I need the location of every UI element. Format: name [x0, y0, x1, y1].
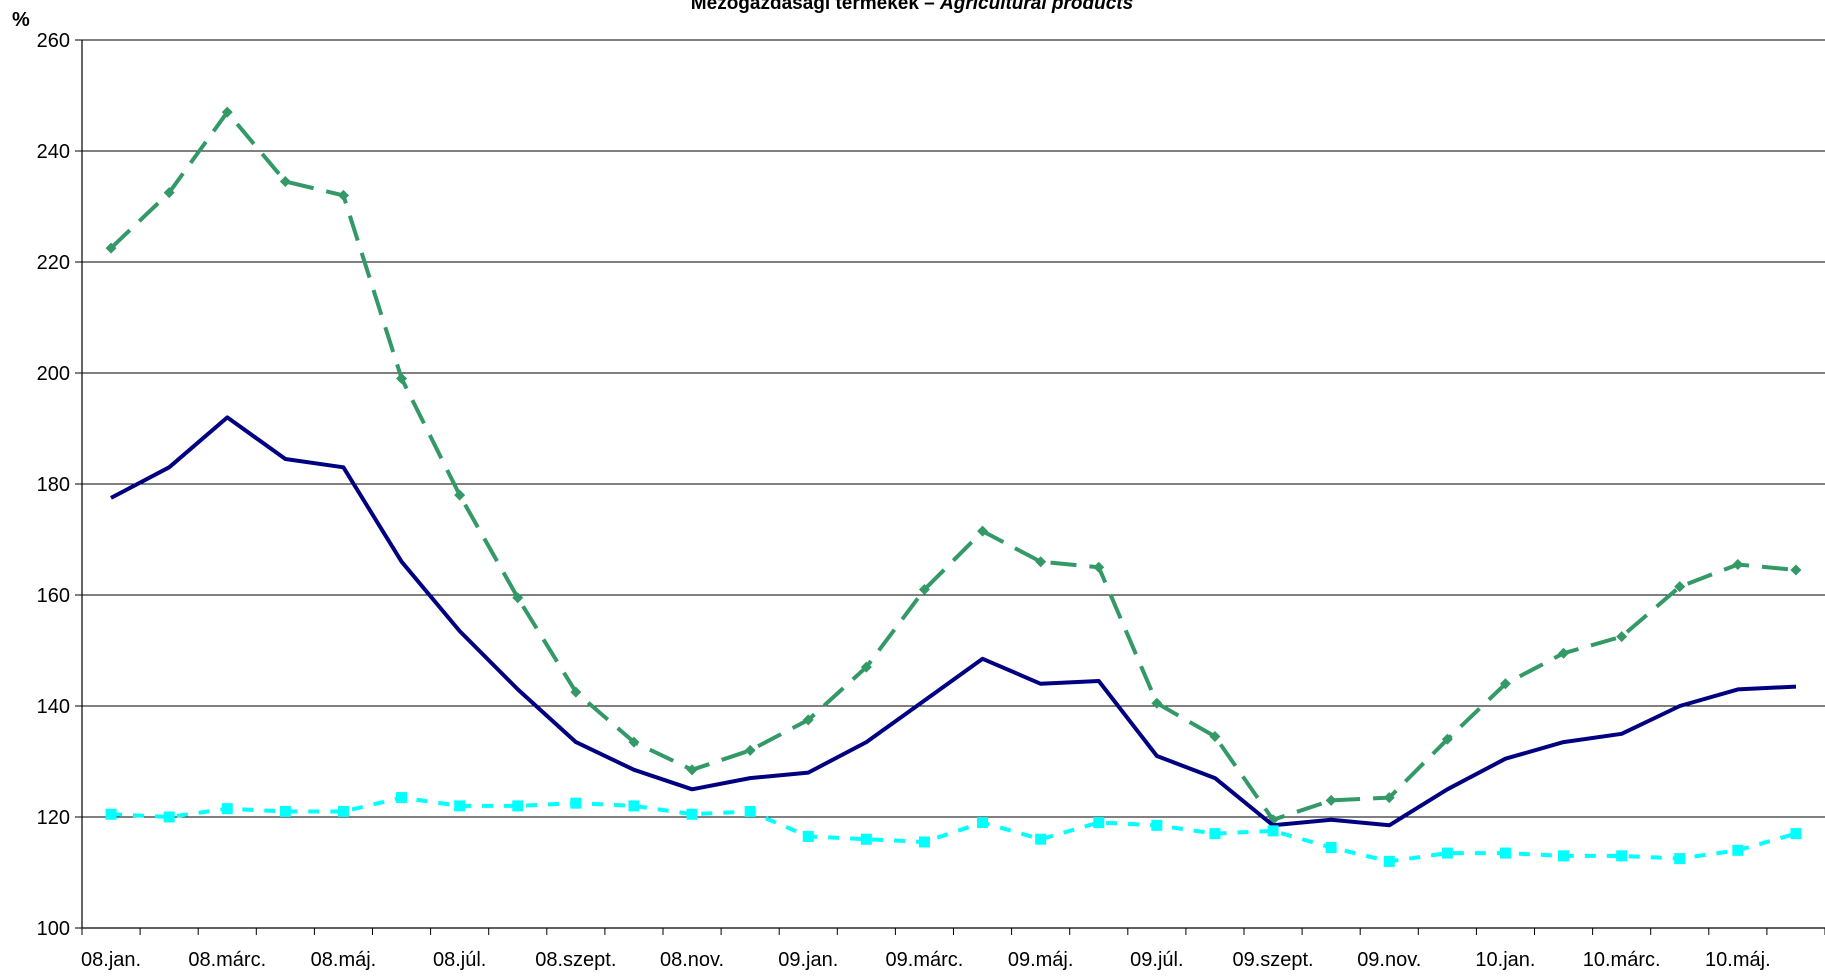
y-tick-label: 140	[37, 696, 70, 718]
y-tick-label: 160	[37, 585, 70, 607]
data-point	[1441, 847, 1453, 859]
series-group	[105, 106, 1802, 867]
data-point	[1383, 855, 1395, 867]
data-point	[977, 525, 989, 537]
y-tick-label: 200	[37, 363, 70, 385]
x-tick-label: 09.jan.	[778, 949, 838, 971]
data-point	[279, 176, 291, 188]
data-point	[396, 373, 408, 385]
y-tick-label: 260	[37, 30, 70, 52]
data-point	[1674, 581, 1686, 593]
data-point	[1732, 558, 1744, 570]
x-tick-label: 08.jan.	[81, 949, 141, 971]
data-point	[1035, 833, 1047, 845]
data-point	[744, 805, 756, 817]
x-tick-label: 08.nov.	[660, 949, 724, 971]
data-point	[1558, 850, 1570, 862]
data-point	[802, 830, 814, 842]
axes	[75, 39, 1825, 935]
data-point	[802, 714, 814, 726]
data-point	[860, 661, 872, 673]
x-tick-label: 10.máj.	[1705, 949, 1771, 971]
data-point	[1616, 850, 1628, 862]
data-point	[221, 106, 233, 118]
x-tick-label: 10.márc.	[1583, 949, 1661, 971]
series-line	[110, 415, 1797, 828]
data-point	[163, 187, 175, 199]
x-axis-tick-labels: 08.jan. 08.márc. 08.máj. 08.júl. 08.szept. 08…	[81, 949, 1771, 971]
data-point	[1558, 647, 1570, 659]
data-point	[628, 736, 640, 748]
data-point	[454, 800, 466, 812]
x-tick-label: 09.máj.	[1008, 949, 1074, 971]
series-line	[110, 795, 1797, 864]
data-point	[1499, 678, 1511, 690]
data-point	[1325, 842, 1337, 854]
data-point	[105, 808, 117, 820]
data-point	[1093, 561, 1105, 573]
series-line	[109, 110, 1797, 822]
data-point	[512, 592, 524, 604]
data-point	[744, 744, 756, 756]
data-point	[1790, 564, 1802, 576]
x-tick-label: 09.szept.	[1232, 949, 1313, 971]
data-point	[570, 686, 582, 698]
data-point	[1790, 828, 1802, 840]
data-point	[163, 811, 175, 823]
data-point	[570, 797, 582, 809]
data-point	[221, 803, 233, 815]
data-point	[686, 764, 698, 776]
data-point	[1674, 853, 1686, 865]
data-point	[337, 189, 349, 201]
data-point	[1151, 819, 1163, 831]
data-point	[918, 583, 930, 595]
y-tick-label: 100	[37, 918, 70, 940]
x-tick-label: 08.máj.	[311, 949, 377, 971]
data-point	[512, 800, 524, 812]
y-tick-label: 180	[37, 474, 70, 496]
x-tick-label: 08.júl.	[433, 949, 486, 971]
data-point	[1093, 817, 1105, 829]
x-tick-label: 10.jan.	[1475, 949, 1535, 971]
data-point	[337, 805, 349, 817]
y-tick-label: 220	[37, 252, 70, 274]
y-tick-label: 120	[37, 807, 70, 829]
x-tick-label: 09.júl.	[1130, 949, 1183, 971]
data-point	[1383, 792, 1395, 804]
data-point	[1499, 847, 1511, 859]
chart-title-hungarian: Mezőgazdasági termékek –	[691, 0, 940, 14]
data-point	[1209, 828, 1221, 840]
data-point	[454, 489, 466, 501]
data-point	[396, 792, 408, 804]
data-point	[105, 242, 117, 254]
chart-title-english: Agricultural products	[939, 0, 1133, 14]
chart-title: Mezőgazdasági termékek – Agricultural pr…	[691, 0, 1133, 14]
data-point	[977, 817, 989, 829]
x-tick-label: 08.márc.	[188, 949, 266, 971]
gridlines	[82, 39, 1825, 818]
x-tick-label: 09.nov.	[1357, 949, 1421, 971]
data-point	[1325, 794, 1337, 806]
data-point	[1732, 844, 1744, 856]
y-axis-tick-labels: 100 120 140 160 180 200 220 240 260	[37, 30, 70, 940]
data-point	[686, 808, 698, 820]
data-point	[1209, 731, 1221, 743]
y-tick-label: 240	[37, 141, 70, 163]
data-point	[1441, 733, 1453, 745]
data-point	[1267, 825, 1279, 837]
data-point	[1151, 697, 1163, 709]
data-point	[279, 805, 291, 817]
y-axis-unit-label: %	[12, 9, 30, 31]
data-point	[628, 800, 640, 812]
data-point	[860, 833, 872, 845]
x-tick-label: 08.szept.	[535, 949, 616, 971]
data-point	[918, 836, 930, 848]
data-point	[1035, 556, 1047, 568]
data-point	[1616, 631, 1628, 643]
x-tick-label: 09.márc.	[886, 949, 964, 971]
